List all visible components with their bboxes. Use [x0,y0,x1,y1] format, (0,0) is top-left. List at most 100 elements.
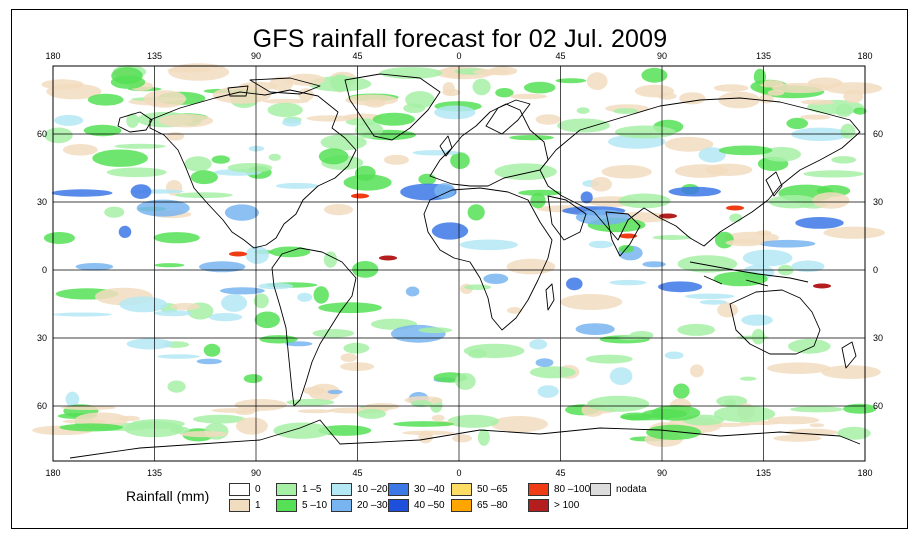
rain-cell [312,329,355,338]
rain-cell [245,246,269,264]
new-zealand-outline [841,341,857,369]
rain-cell [494,163,557,180]
lon-tick-bottom: 45 [555,468,565,478]
heavy-rain-cell [379,255,397,261]
legend-label: 40 –50 [414,500,445,511]
rain-cell [506,258,556,275]
arctic-islands-outline [227,77,321,97]
rain-cell [62,144,98,156]
rain-cell [674,164,729,178]
legend: 0 1 1 –5 5 –10 10 –20 20 –30 30 –40 40 –50 50 –6… [229,483,689,517]
rain-cell [248,145,265,152]
rain-cell [590,177,612,192]
rain-field [32,63,885,447]
rain-cell [320,134,367,151]
rain-cell [576,107,590,114]
rain-cell [803,170,864,178]
rain-cell [259,335,298,344]
legend-swatch [451,499,472,512]
lon-tick-top: 135 [147,51,162,61]
lon-tick-top: 0 [456,51,461,61]
rain-cell [372,112,415,126]
legend-label: 5 –10 [302,500,328,511]
rain-cell [297,292,313,302]
rain-cell [313,286,329,304]
legend-label: 50 –65 [477,484,508,495]
rain-cell [354,165,376,181]
rain-cell [613,108,638,114]
rain-cell [467,204,485,221]
legend-swatch [528,483,549,496]
rain-cell [268,153,281,161]
rain-cell [767,362,831,375]
rain-cell [273,422,331,439]
rain-cell [258,282,294,290]
rain-cell [699,299,728,305]
rain-cell [725,239,765,247]
rain-cell [282,118,302,127]
rain-cell [405,91,435,109]
rain-cell [673,383,690,399]
rain-cell [114,143,166,149]
rain-cell [83,124,122,137]
rain-cell [652,235,692,240]
tick-labels: 180 180 135 135 90 90 45 45 0 0 45 45 90 90 135 135 180 1… [37,51,883,478]
rain-cell [753,68,767,85]
rain-cell [110,75,146,89]
rain-cell [175,192,233,199]
rain-cell [518,189,562,196]
japan-outline [765,171,783,197]
legend-item: 50 –65 [451,483,508,496]
alaska-outline [117,111,153,133]
rain-cell [418,430,433,444]
rain-cell [843,89,864,104]
rain-cell [477,428,490,446]
lon-tick-top: 180 [857,51,872,61]
rain-cell [343,174,392,191]
rain-cell [153,232,200,244]
heavy-rain-cell [726,205,744,211]
rain-cell [800,99,835,105]
rain-cell [718,91,760,109]
lon-tick-bottom: 90 [657,468,667,478]
rain-cell [468,349,487,359]
rain-cell [840,123,856,139]
lat-tick-right: 60 [873,129,883,139]
legend-item: 30 –40 [388,483,445,496]
rain-cell [318,148,349,165]
legend-swatch [451,483,472,496]
rain-cell [523,81,556,94]
rain-cell [823,226,885,239]
rain-cell [679,92,706,105]
rain-cell [154,263,185,268]
rain-cell [75,263,114,271]
lat-tick-right: 60 [873,401,883,411]
legend-swatch [388,499,409,512]
rain-cell [87,93,124,106]
rain-cell [620,412,653,421]
rain-cell [495,88,514,98]
lon-tick-bottom: 135 [147,468,162,478]
rain-cell [170,426,190,434]
rain-cell [557,118,610,133]
rain-cell [418,173,437,185]
legend-swatch [528,499,549,512]
rain-cell [535,358,554,367]
rain-cell [455,372,476,390]
legend-swatch [331,499,352,512]
rain-cell [767,416,820,425]
rain-cell [104,206,125,218]
legend-item: 40 –50 [388,499,445,512]
rain-cell [651,405,701,421]
rain-cell [106,167,167,178]
rain-cell [795,217,844,229]
rain-cell [741,314,773,326]
rain-cell [724,399,737,408]
rain-cell [555,78,587,84]
lon-tick-bottom: 135 [756,468,771,478]
rain-cell [800,114,831,120]
europe-outline [429,103,549,187]
lon-tick-top: 90 [657,51,667,61]
rain-cell [221,294,248,312]
legend-swatch [388,483,409,496]
